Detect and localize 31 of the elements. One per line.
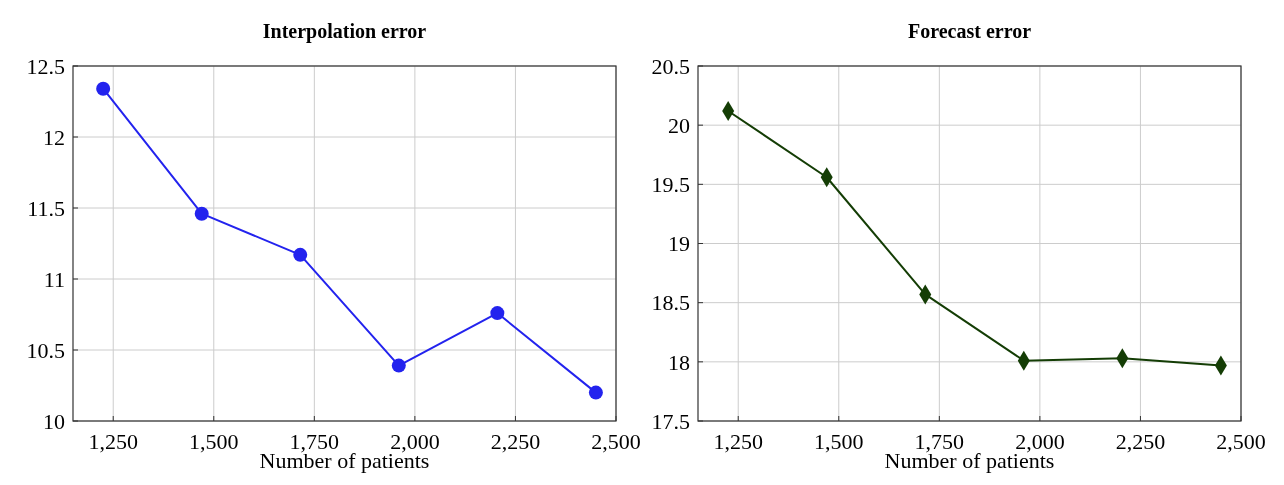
point — [391, 358, 406, 373]
y-tick-label: 17.5 — [651, 408, 690, 434]
point — [194, 206, 209, 221]
y-tick-label: 19 — [668, 231, 690, 257]
y-tick-label: 18.5 — [651, 290, 690, 316]
y-tick-label: 20 — [668, 112, 690, 138]
y-tick-label: 12 — [43, 124, 65, 150]
y-tick-label: 20.5 — [651, 53, 690, 79]
point — [588, 385, 603, 400]
x-tick-label: 2,250 — [490, 429, 541, 454]
point — [293, 247, 308, 262]
chart-title: Forecast error — [907, 20, 1032, 42]
x-tick-label: 1,250 — [88, 429, 138, 454]
x-tick-label: 1,500 — [814, 429, 864, 454]
x-tick-label: 2,500 — [591, 429, 641, 454]
x-tick-label: 2,000 — [390, 429, 440, 454]
y-tick-label: 19.5 — [651, 172, 690, 198]
y-tick-label: 11.5 — [27, 195, 65, 221]
point — [96, 81, 111, 96]
x-tick-label: 1,500 — [189, 429, 239, 454]
y-tick-label: 10.5 — [26, 337, 65, 363]
point — [490, 306, 505, 321]
x-tick-label: 2,000 — [1015, 429, 1065, 454]
x-tick-label: 1,250 — [713, 429, 763, 454]
y-tick-label: 18 — [668, 349, 690, 375]
y-tick-label: 10 — [43, 408, 65, 434]
y-tick-label: 11 — [43, 266, 65, 292]
x-tick-label: 2,250 — [1115, 429, 1166, 454]
x-tick-label: 2,500 — [1216, 429, 1266, 454]
y-tick-label: 12.5 — [26, 53, 65, 79]
chart-title: Interpolation error — [262, 20, 427, 43]
